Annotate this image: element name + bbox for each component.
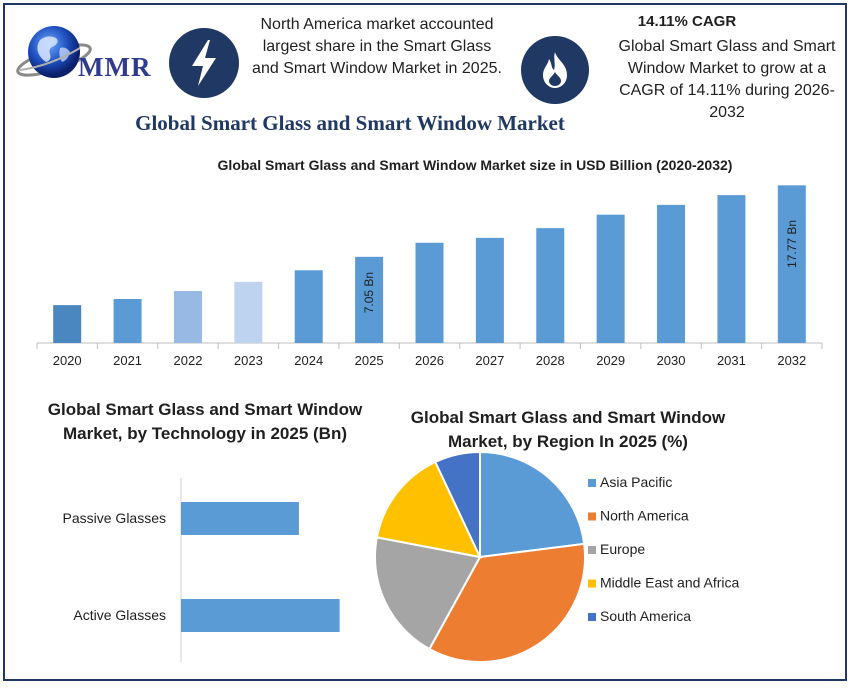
market-size-bar-chart: 2020 2021 2022 2023 2024 2025 2026 2027 2028 2029… xyxy=(36,185,823,368)
legend-swatch xyxy=(588,546,596,554)
technology-bar-chart: Passive Glasses Active Glasses xyxy=(63,478,340,662)
mmr-logo xyxy=(14,18,164,88)
technology-chart-title: Global Smart Glass and Smart Window Mark… xyxy=(47,400,363,443)
x-tick-label: 2020 xyxy=(53,353,82,368)
x-tick-label: 2025 xyxy=(355,353,384,368)
globe-icon xyxy=(16,26,92,78)
x-tick-label: 2031 xyxy=(717,353,746,368)
page-title: Global Smart Glass and Smart Window Mark… xyxy=(135,111,565,135)
bar-2023 xyxy=(234,281,263,343)
x-tick-label: 2026 xyxy=(415,353,444,368)
region-chart-title: Global Smart Glass and Smart Window Mark… xyxy=(410,408,726,451)
pie-slice-south-america xyxy=(433,450,481,558)
x-tick-label: 2029 xyxy=(596,353,625,368)
region-pie-chart: Asia Pacific North America Europe Middle Ea… xyxy=(374,450,740,663)
logo-text: MMR xyxy=(78,52,152,82)
x-tick-label: 2032 xyxy=(777,353,806,368)
pie-slice-north-america xyxy=(428,542,586,663)
bar-2021 xyxy=(113,299,142,343)
pie-slice-europe xyxy=(374,536,482,651)
north-america-info-text: North America market accounted largest s… xyxy=(252,16,502,77)
x-tick-label: 2030 xyxy=(657,353,686,368)
y-tick-label: Active Glasses xyxy=(73,607,166,623)
x-tick-label: 2027 xyxy=(475,353,504,368)
bar-2028 xyxy=(536,228,565,343)
cagr-info-text: Global Smart Glass and Smart Window Mark… xyxy=(618,38,836,121)
bar-2029 xyxy=(596,214,625,343)
bar-2032 xyxy=(777,185,806,343)
bar-active-glasses xyxy=(181,599,340,632)
x-tick-label: 2022 xyxy=(174,353,203,368)
x-tick-label: 2021 xyxy=(113,353,142,368)
bar-2022 xyxy=(173,291,202,343)
legend-swatch xyxy=(588,579,596,588)
bar-passive-glasses xyxy=(181,502,299,535)
bar-2024 xyxy=(294,270,323,343)
legend-swatch xyxy=(588,613,596,621)
legend-swatch xyxy=(588,479,596,487)
bar-2025 xyxy=(355,256,384,343)
outer-frame xyxy=(3,3,847,681)
flame-icon xyxy=(521,36,589,104)
bar-2031 xyxy=(717,195,746,343)
data-label: 17.77 Bn xyxy=(785,220,799,268)
legend-label: North America xyxy=(600,508,689,524)
x-tick-label: 2028 xyxy=(536,353,565,368)
bar-2027 xyxy=(475,237,504,343)
x-tick-label: 2023 xyxy=(234,353,263,368)
pie-slice-asia-pacific xyxy=(479,450,586,559)
legend-label: Middle East and Africa xyxy=(600,575,740,591)
bar-2030 xyxy=(657,204,686,343)
lightning-bolt-icon xyxy=(169,28,239,98)
pie-slice-middle-east-and-africa xyxy=(375,460,482,559)
y-tick-label: Passive Glasses xyxy=(63,510,166,526)
bar-2020 xyxy=(53,305,82,343)
data-label: 7.05 Bn xyxy=(362,272,376,313)
market-size-chart-title: Global Smart Glass and Smart Window Mark… xyxy=(217,157,733,173)
legend-label: Europe xyxy=(600,541,645,557)
x-tick-label: 2024 xyxy=(294,353,323,368)
legend-label: South America xyxy=(600,608,691,624)
legend-swatch xyxy=(588,512,596,521)
bar-2026 xyxy=(415,242,444,343)
legend-label: Asia Pacific xyxy=(600,474,672,490)
cagr-title: 14.11% CAGR xyxy=(637,13,737,30)
